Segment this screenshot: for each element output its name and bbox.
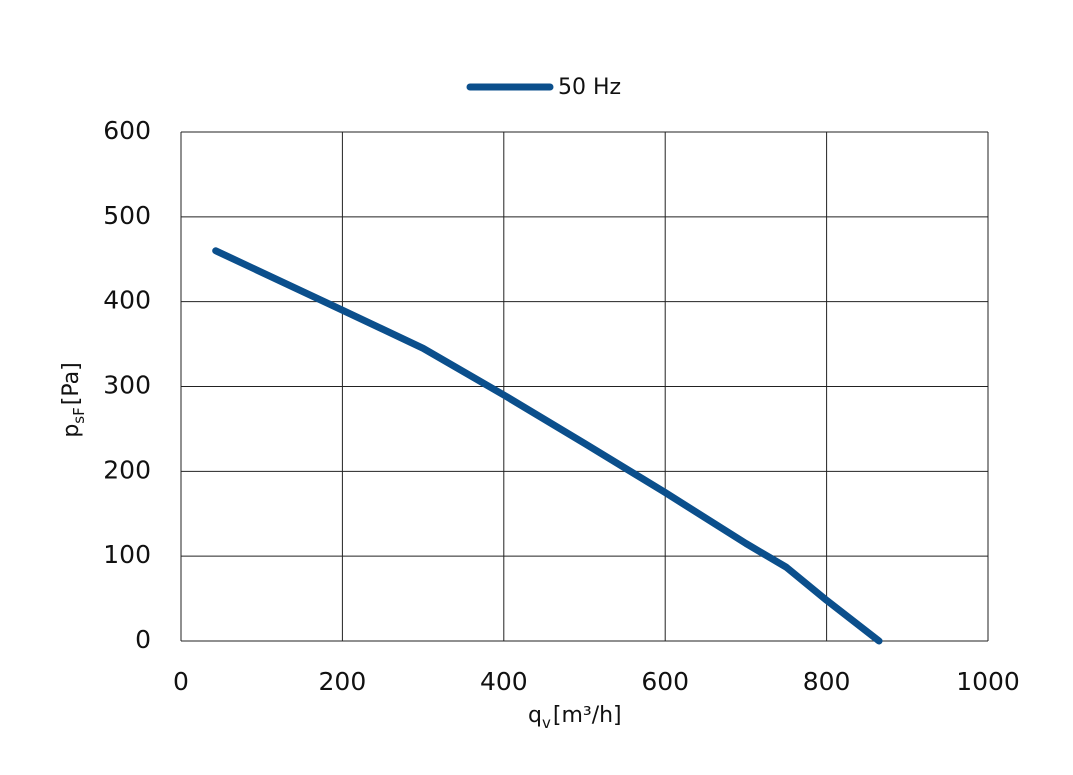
y-tick-label: 0 (135, 625, 151, 654)
y-label-unit: [Pa] (59, 362, 84, 405)
x-tick-label: 200 (319, 667, 367, 696)
y-tick-label: 600 (103, 116, 151, 145)
legend-label: 50 Hz (558, 75, 621, 100)
data-line (212, 247, 883, 645)
y-axis-label: psF [Pa] (59, 362, 88, 437)
x-tick-label: 800 (803, 667, 851, 696)
y-label-main: p (59, 424, 84, 438)
x-label-unit: [m³/h] (553, 703, 622, 728)
x-tick-label: 1000 (956, 667, 1020, 696)
y-tick-label: 500 (103, 201, 151, 230)
x-tick-label: 600 (641, 667, 689, 696)
x-label-sub: v (542, 714, 551, 732)
y-label-sub: sF (70, 407, 88, 423)
x-axis-label: qv[m³/h] (528, 703, 622, 732)
y-tick-label: 200 (103, 455, 151, 484)
y-tick-label: 400 (103, 286, 151, 315)
x-label-main: q (528, 703, 542, 728)
y-tick-label: 300 (103, 371, 151, 400)
y-tick-label: 100 (103, 540, 151, 569)
x-tick-label: 400 (480, 667, 528, 696)
x-tick-label: 0 (173, 667, 189, 696)
